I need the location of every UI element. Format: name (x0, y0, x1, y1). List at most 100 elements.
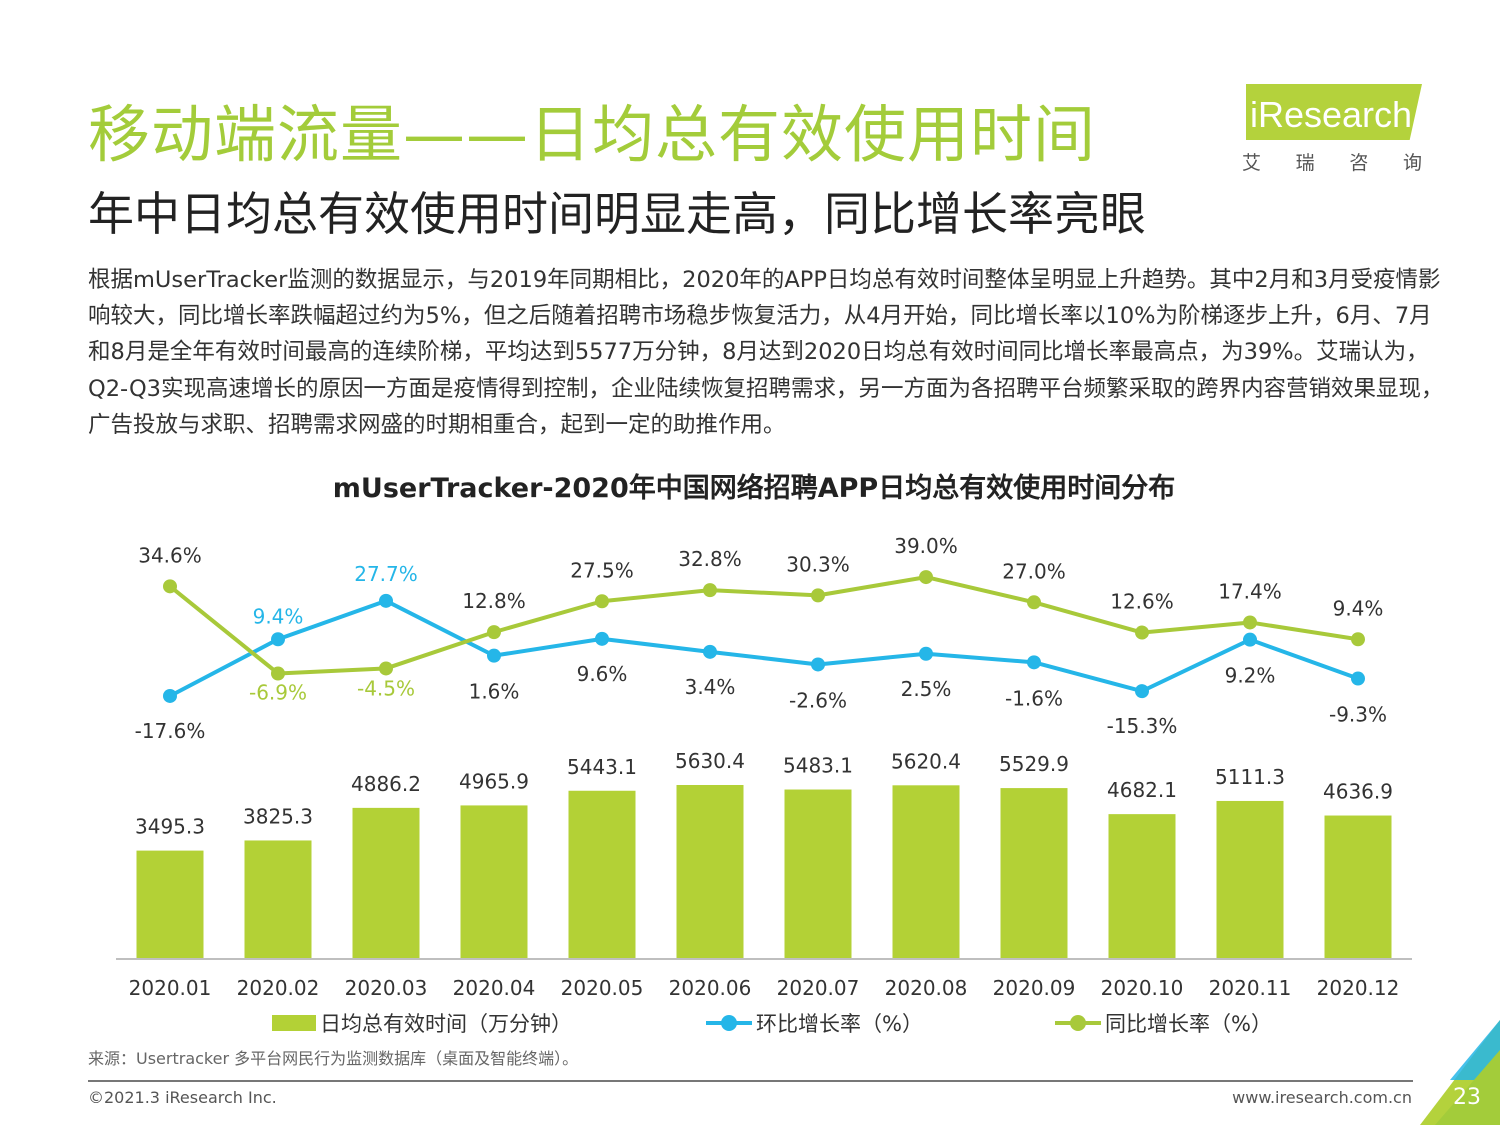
bar-value-label: 4636.9 (1323, 780, 1393, 804)
x-tick-label: 2020.02 (237, 976, 320, 1000)
mom-rate-label: -17.6% (135, 719, 206, 743)
series-point-yoy (1243, 615, 1257, 630)
yoy-rate-label: 30.3% (786, 552, 850, 576)
legend-label: 环比增长率（%） (756, 1012, 923, 1036)
bar (1216, 800, 1284, 958)
footer-copyright: ©2021.3 iResearch Inc. (88, 1088, 277, 1107)
bar (1324, 815, 1392, 958)
footer-divider (88, 1080, 1413, 1082)
yoy-rate-label: 12.6% (1110, 590, 1174, 614)
bar-value-label: 3495.3 (135, 815, 205, 839)
x-tick-label: 2020.10 (1101, 976, 1184, 1000)
chart-legend: 日均总有效时间（万分钟） 环比增长率（%） 同比增长率（%） (0, 1008, 1500, 1042)
bar (568, 790, 636, 958)
iresearch-logo: iResearch 艾 瑞 咨 询 (1238, 78, 1438, 175)
yoy-rate-label: 12.8% (462, 589, 526, 613)
bar (136, 850, 204, 958)
body-paragraph: 根据mUserTracker监测的数据显示，与2019年同期相比，2020年的A… (88, 267, 1444, 438)
series-point-yoy (1027, 595, 1041, 610)
x-tick-label: 2020.01 (129, 976, 212, 1000)
bar (676, 785, 744, 958)
bar-value-label: 4682.1 (1107, 778, 1177, 802)
series-point-yoy (271, 666, 285, 681)
mom-rate-label: 27.7% (354, 562, 418, 586)
legend-item-bar: 日均总有效时间（万分钟） (272, 1008, 572, 1038)
series-point-yoy (595, 594, 609, 609)
legend-item-yoy: 同比增长率（%） (1055, 1008, 1272, 1038)
x-tick-label: 2020.11 (1209, 976, 1292, 1000)
bar (1108, 814, 1176, 958)
series-point-mom (379, 593, 393, 608)
series-point-yoy (1135, 625, 1149, 640)
logo-text: iResearch (1250, 94, 1413, 135)
yoy-rate-label: 17.4% (1218, 579, 1282, 603)
mom-rate-label: -2.6% (789, 688, 847, 712)
legend-label: 同比增长率（%） (1105, 1012, 1272, 1036)
mom-rate-label: 1.6% (469, 680, 520, 704)
series-line-mom (169, 598, 1359, 698)
bar (784, 789, 852, 958)
x-tick-label: 2020.12 (1317, 976, 1400, 1000)
source-note: 来源：Usertracker 多平台网民行为监测数据库（桌面及智能终端）。 (88, 1049, 579, 1068)
bar-value-label: 5111.3 (1215, 765, 1285, 789)
series-point-mom (595, 631, 609, 646)
series-point-mom (271, 632, 285, 647)
logo-sub-char: 咨 (1349, 152, 1369, 174)
x-tick-label: 2020.08 (885, 976, 968, 1000)
bar (352, 807, 420, 958)
series-line-yoy (168, 575, 1359, 676)
legend-line-swatch (1055, 1013, 1101, 1033)
series-point-mom (703, 644, 717, 659)
x-tick-label: 2020.07 (777, 976, 860, 1000)
logo-badge: iResearch (1246, 84, 1422, 140)
yoy-rate-label: 27.0% (1002, 559, 1066, 583)
series-point-yoy (487, 625, 501, 640)
bar (1000, 788, 1068, 958)
corner-decoration (1420, 1020, 1500, 1125)
series-point-mom (1135, 684, 1149, 699)
mom-rate-label: -9.3% (1329, 703, 1387, 727)
chart-title: mUserTracker-2020年中国网络招聘APP日均总有效使用时间分布 (332, 473, 1176, 504)
bar (460, 805, 528, 958)
mom-rate-label: 9.6% (577, 662, 628, 686)
legend-item-mom: 环比增长率（%） (706, 1008, 923, 1038)
mom-rate-label: 3.4% (685, 675, 736, 699)
bar (244, 840, 312, 958)
x-tick-label: 2020.04 (453, 976, 536, 1000)
bar-value-label: 5630.4 (675, 749, 745, 773)
logo-sub-char: 瑞 (1295, 152, 1315, 174)
series-point-mom (1351, 671, 1365, 686)
bar-value-label: 3825.3 (243, 804, 313, 828)
series-point-yoy (919, 570, 933, 585)
mom-rate-label: 2.5% (901, 677, 952, 701)
mom-rate-label: -1.6% (1005, 686, 1063, 710)
bar-value-label: 5620.4 (891, 749, 961, 773)
series-point-yoy (811, 588, 825, 603)
bar-value-label: 5443.1 (567, 755, 637, 779)
x-tick-label: 2020.09 (993, 976, 1076, 1000)
mom-rate-label: 9.2% (1225, 664, 1276, 688)
mom-rate-label: 9.4% (253, 604, 304, 628)
legend-bar-swatch (272, 1015, 316, 1031)
x-tick-label: 2020.06 (669, 976, 752, 1000)
bar (892, 785, 960, 958)
bar-value-label: 4886.2 (351, 772, 421, 796)
yoy-rate-label: 34.6% (138, 543, 202, 567)
logo-sub-char: 艾 (1242, 152, 1262, 174)
x-tick-label: 2020.03 (345, 976, 428, 1000)
series-point-yoy (1351, 632, 1365, 647)
bar-value-label: 5529.9 (999, 752, 1069, 776)
bar-value-label: 5483.1 (783, 754, 853, 778)
yoy-rate-label: -4.5% (357, 676, 415, 700)
logo-sub-char: 询 (1402, 152, 1422, 174)
logo-subtitle: 艾 瑞 咨 询 (1242, 148, 1422, 175)
bar-value-label: 4965.9 (459, 769, 529, 793)
series-point-yoy (703, 583, 717, 598)
yoy-rate-label: 39.0% (894, 534, 958, 558)
series-point-yoy (163, 579, 177, 594)
yoy-rate-label: 9.4% (1333, 596, 1384, 620)
series-point-mom (811, 657, 825, 672)
legend-label: 日均总有效时间（万分钟） (320, 1012, 572, 1036)
series-point-mom (919, 646, 933, 661)
yoy-rate-label: 27.5% (570, 558, 634, 582)
